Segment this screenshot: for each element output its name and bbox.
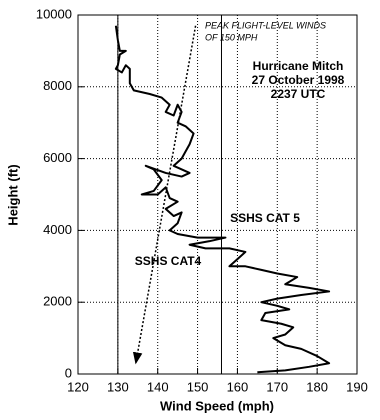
plot-frame xyxy=(77,14,358,375)
annotation: SSHS CAT 5 xyxy=(230,211,300,225)
y-tick-label: 6000 xyxy=(43,150,72,165)
profile-line xyxy=(114,25,331,374)
x-tick-label: 130 xyxy=(107,379,129,394)
annotation: OF 150 MPH xyxy=(205,32,258,42)
annotation: SSHS CAT4 xyxy=(135,254,202,268)
x-tick-label: 170 xyxy=(266,379,288,394)
annotation: Hurricane Mitch xyxy=(253,59,344,73)
y-tick-label: 10000 xyxy=(36,6,72,21)
y-tick-label: 0 xyxy=(65,365,72,380)
annotation: 27 October 1998 xyxy=(252,73,345,87)
annotation: PEAK FLIGHT-LEVEL WINDS xyxy=(205,20,326,30)
y-tick-label: 4000 xyxy=(43,222,72,237)
x-axis-label: Wind Speed (mph) xyxy=(160,398,274,413)
x-tick-label: 150 xyxy=(187,379,209,394)
x-tick-label: 190 xyxy=(346,379,368,394)
x-tick-label: 120 xyxy=(67,379,89,394)
x-tick-label: 180 xyxy=(306,379,328,394)
y-tick-label: 2000 xyxy=(43,294,72,309)
arrow xyxy=(132,25,197,365)
x-tick-label: 140 xyxy=(147,379,169,394)
x-tick-label: 160 xyxy=(227,379,249,394)
annotation: 2237 UTC xyxy=(271,87,326,101)
y-tick-label: 8000 xyxy=(43,78,72,93)
y-axis-label: Height (ft) xyxy=(5,164,20,225)
